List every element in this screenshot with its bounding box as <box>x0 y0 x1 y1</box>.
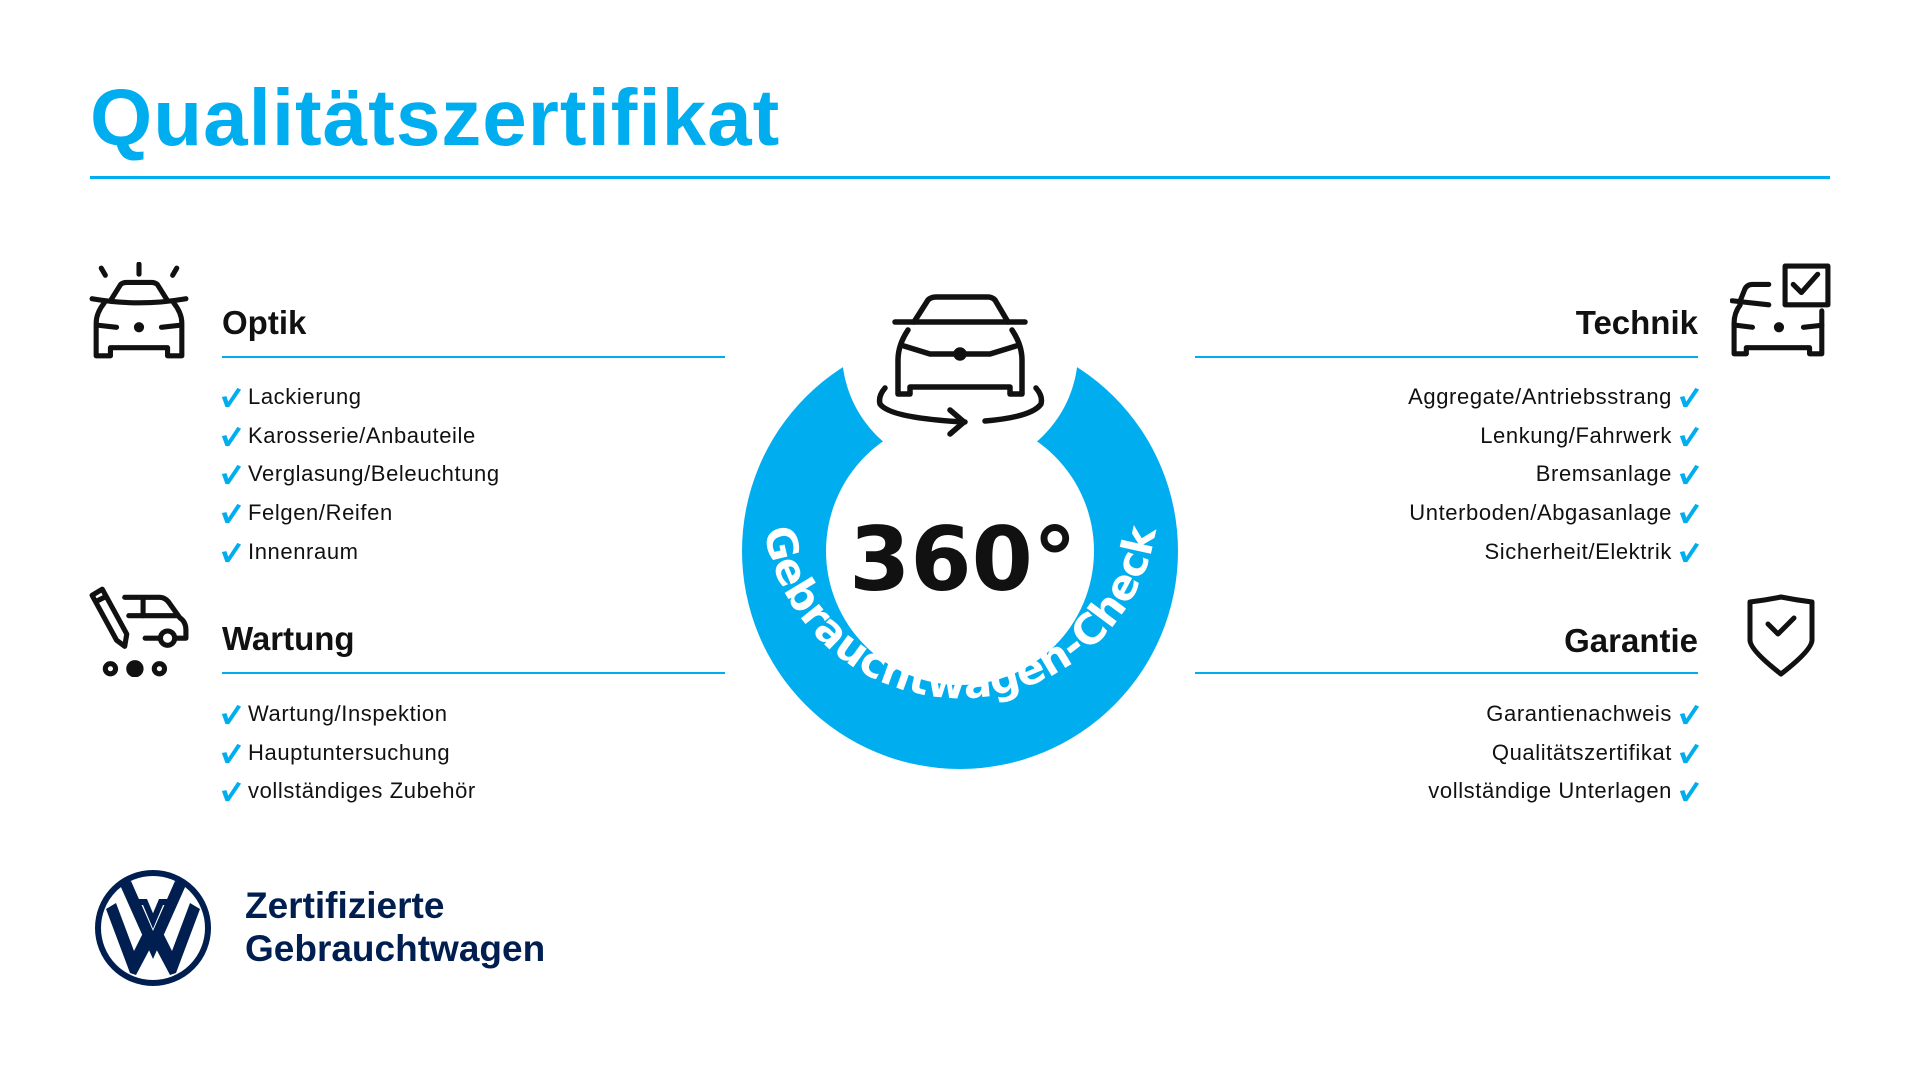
car-checkbox-icon <box>1730 262 1832 364</box>
list-item: Qualitätszertifikat <box>1428 734 1700 773</box>
section-title-technik: Technik <box>1575 304 1698 341</box>
section-divider-wartung <box>222 672 725 674</box>
check-icon <box>1679 782 1700 802</box>
list-item: Sicherheit/Elektrik <box>1408 532 1700 571</box>
list-item: Bremsanlage <box>1408 455 1700 494</box>
item-label: vollständige Unterlagen <box>1428 778 1672 804</box>
item-label: Bremsanlage <box>1535 461 1672 487</box>
brand-name: Zertifizierte Gebrauchtwagen <box>245 884 545 970</box>
item-label: Verglasung/Beleuchtung <box>248 461 500 487</box>
brand-line-1: Zertifizierte <box>245 885 445 926</box>
check-icon <box>221 743 242 763</box>
list-item: Unterboden/Abgasanlage <box>1408 494 1700 533</box>
garantie-list: Garantienachweis Qualitätszertifikat vol… <box>1428 695 1700 811</box>
check-icon <box>221 465 242 485</box>
vw-logo <box>95 870 211 986</box>
check-icon <box>1679 743 1700 763</box>
section-title-garantie: Garantie <box>1564 622 1698 659</box>
car-360-rotate-icon <box>876 294 1045 437</box>
badge-inner <box>826 417 1094 685</box>
check-icon <box>221 542 242 562</box>
check-icon <box>221 503 242 524</box>
check-icon <box>1679 705 1700 725</box>
check-icon <box>221 426 242 446</box>
list-item: Felgen/Reifen <box>220 494 500 533</box>
check-icon <box>221 782 242 802</box>
list-item: vollständige Unterlagen <box>1428 772 1700 811</box>
section-title-optik: Optik <box>222 304 307 341</box>
page-title: Qualitätszertifikat <box>90 73 781 162</box>
item-label: Felgen/Reifen <box>248 500 393 526</box>
check-icon <box>1679 503 1700 524</box>
list-item: Hauptuntersuchung <box>220 734 476 773</box>
list-item: vollständiges Zubehör <box>220 772 476 811</box>
list-item: Wartung/Inspektion <box>220 695 476 734</box>
list-item: Lackierung <box>220 378 500 417</box>
item-label: Sicherheit/Elektrik <box>1484 538 1672 564</box>
badge-notch <box>842 280 1078 470</box>
item-label: Garantienachweis <box>1486 701 1672 727</box>
optik-list: Lackierung Karosserie/Anbauteile Verglas… <box>220 378 500 571</box>
check-icon <box>1679 465 1700 485</box>
360-check-badge: Gebrauchtwagen-Check 360° <box>742 280 1178 769</box>
check-icon <box>221 388 242 408</box>
section-title-wartung: Wartung <box>222 620 355 657</box>
title-divider <box>90 176 1830 179</box>
brand-line-2: Gebrauchtwagen <box>245 928 546 969</box>
item-label: Qualitätszertifikat <box>1491 739 1672 765</box>
service-van-icon <box>88 585 190 677</box>
section-divider-garantie <box>1195 672 1698 674</box>
shield-check-icon <box>1746 594 1816 678</box>
list-item: Verglasung/Beleuchtung <box>220 455 500 494</box>
item-label: Innenraum <box>248 538 359 564</box>
check-icon <box>1679 388 1700 408</box>
badge-value: 360° <box>849 508 1077 611</box>
list-item: Aggregate/Antriebsstrang <box>1408 378 1700 417</box>
list-item: Lenkung/Fahrwerk <box>1408 417 1700 456</box>
list-item: Karosserie/Anbauteile <box>220 417 500 456</box>
check-icon <box>1679 542 1700 562</box>
check-icon <box>1679 426 1700 446</box>
list-item: Innenraum <box>220 532 500 571</box>
wartung-list: Wartung/Inspektion Hauptuntersuchung vol… <box>220 695 476 811</box>
check-icon <box>221 705 242 725</box>
item-label: Wartung/Inspektion <box>248 701 448 727</box>
item-label: Unterboden/Abgasanlage <box>1409 500 1672 526</box>
item-label: Lenkung/Fahrwerk <box>1480 422 1672 448</box>
technik-list: Aggregate/Antriebsstrang Lenkung/Fahrwer… <box>1408 378 1700 571</box>
item-label: Aggregate/Antriebsstrang <box>1408 384 1672 410</box>
section-divider-technik <box>1195 356 1698 358</box>
car-lights-icon <box>88 262 190 364</box>
item-label: vollständiges Zubehör <box>248 778 476 804</box>
item-label: Hauptuntersuchung <box>248 739 451 765</box>
item-label: Lackierung <box>248 384 362 410</box>
list-item: Garantienachweis <box>1428 695 1700 734</box>
section-divider-optik <box>222 356 725 358</box>
item-label: Karosserie/Anbauteile <box>248 422 476 448</box>
